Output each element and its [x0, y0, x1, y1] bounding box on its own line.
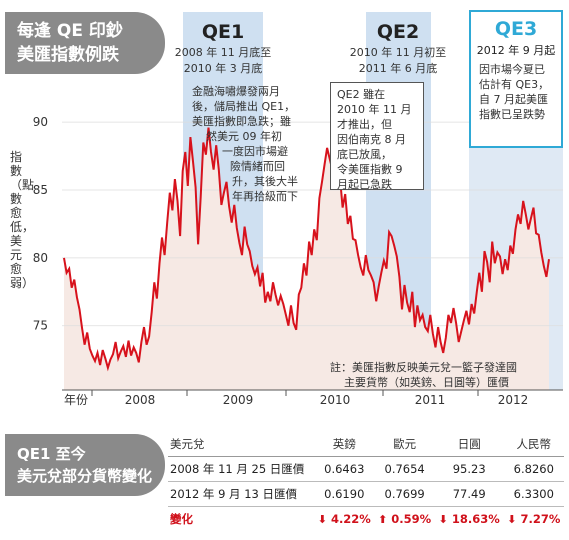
chart-title-line1: 每逢 QE 印鈔 — [17, 21, 123, 41]
table-cell: 6.3300 — [503, 481, 564, 507]
qe2-text-line: 才推出，但 — [337, 118, 392, 131]
chart-title-line2: 美匯指數例跌 — [17, 45, 119, 65]
qe2-text-line: 令美匯指數 9 — [337, 163, 403, 176]
table-cell: 95.23 — [434, 456, 504, 482]
x-tick-label: 2008 — [125, 393, 156, 407]
currency-table: 美元兌 英鎊 歐元 日圓 人民幣 2008 年 11 月 25 日匯價 0.64… — [168, 432, 564, 531]
change-arrow-icon: ⬇ — [507, 513, 517, 526]
qe3-heading: QE3 — [494, 18, 538, 40]
qe1-annotation: 金融海嘯爆發兩月 後，儲局推出 QE1， 美匯指數即急跌；雖 然美元 09 年初… — [192, 84, 298, 204]
change-label: 變化 — [170, 512, 193, 526]
y-tick-label: 80 — [33, 251, 48, 265]
qe2-date-1: 2010 年 11 月初至 — [350, 45, 446, 59]
table-title: QE1 至今 美元兌部分貨幣變化 — [5, 434, 165, 496]
table-header: 英鎊 — [314, 432, 375, 457]
change-cell: ⬇ 18.63% — [435, 507, 504, 532]
change-arrow-icon: ⬆ — [378, 513, 388, 526]
change-value: 4.22% — [330, 512, 371, 526]
chart-area: 75 80 85 90 2008 2009 2010 2011 2012 年份 QE1 200… — [33, 12, 563, 407]
x-axis-prefix: 年份 — [64, 393, 88, 407]
qe1-text-line: 金融海嘯爆發兩月 — [192, 85, 280, 98]
qe1-text-line: 美匯指數即急跌；雖 — [192, 115, 291, 128]
qe1-heading: QE1 — [202, 21, 244, 43]
change-cell: ⬇ 7.27% — [504, 507, 564, 532]
change-arrow-icon: ⬇ — [438, 513, 448, 526]
x-tick-label: 2010 — [320, 393, 351, 407]
qe3-text-line: 指數已呈跌勢 — [479, 108, 545, 121]
table-cell: 2008 年 11 月 25 日匯價 — [168, 456, 315, 482]
qe2-text-line: 2010 年 11 月 — [337, 103, 412, 116]
table-cell: 2012 年 9 月 13 日匯價 — [168, 481, 315, 507]
chart-note: 註：美匯指數反映美元兌一籃子發達國 主要貨幣（如英鎊、日圓等）匯價 — [330, 360, 517, 390]
y-tick-label: 75 — [33, 319, 48, 333]
qe3-text-line: 估計有 QE3， — [479, 78, 550, 91]
change-value: 7.27% — [520, 512, 561, 526]
qe2-date-2: 2011 年 6 月底 — [359, 61, 437, 75]
qe1-text-line: 一度因市場避 — [222, 145, 288, 158]
qe2-text-line: 底已放風， — [337, 148, 392, 161]
table-cell: 0.6190 — [314, 481, 375, 507]
table-cell: 77.49 — [434, 481, 504, 507]
table-header: 歐元 — [374, 432, 435, 457]
note-line1: 註：美匯指數反映美元兌一籃子發達國 — [330, 361, 517, 374]
table-header: 美元兌 — [168, 432, 315, 457]
table-cell: 0.7654 — [374, 456, 435, 482]
y-axis-ticks: 75 80 85 90 — [33, 115, 48, 333]
table-header: 人民幣 — [503, 432, 564, 457]
qe1-text-line: 險情緒而回 — [230, 160, 285, 173]
change-value: 0.59% — [391, 512, 432, 526]
table-cell: 6.8260 — [503, 456, 564, 482]
table-row: 2012 年 9 月 13 日匯價 0.6190 0.7699 77.49 6.… — [168, 481, 564, 507]
change-cell: ⬆ 0.59% — [374, 507, 434, 532]
table-header-row: 美元兌 英鎊 歐元 日圓 人民幣 — [168, 432, 564, 457]
table-header: 日圓 — [434, 432, 504, 457]
qe3-annotation: QE3 2012 年 9 月起 因市場今夏已 估計有 QE3， 自 7 月起美匯… — [469, 10, 563, 148]
x-tick-label: 2009 — [223, 393, 254, 407]
qe1-text-line: 然美元 09 年初 — [206, 130, 282, 143]
table-title-line2: 美元兌部分貨幣變化 — [17, 467, 153, 485]
change-arrow-icon: ⬇ — [317, 513, 327, 526]
qe3-date: 2012 年 9 月起 — [476, 44, 556, 57]
qe1-date-2: 2010 年 3 月底 — [184, 61, 262, 75]
table-title-line1: QE1 至今 — [17, 445, 86, 463]
qe1-text-line: 年再拾級而下 — [232, 190, 298, 203]
usd-index-line — [63, 127, 550, 372]
y-tick-label: 85 — [33, 183, 48, 197]
note-line2: 主要貨幣（如英鎊、日圓等）匯價 — [344, 376, 509, 389]
qe3-text-line: 因市場今夏已 — [479, 63, 545, 76]
qe1-text-line: 升，其後大半 — [232, 175, 298, 188]
qe1-text-line: 後，儲局推出 QE1， — [192, 100, 296, 113]
change-value: 18.63% — [451, 512, 500, 526]
x-tick-label: 2012 — [498, 393, 529, 407]
qe2-text-line: QE2 雖在 — [337, 88, 386, 101]
table-row: 2008 年 11 月 25 日匯價 0.6463 0.7654 95.23 6… — [168, 456, 564, 482]
table-change-row: 變化 ⬇ 4.22% ⬆ 0.59% ⬇ 18.63% ⬇ 7.27% — [168, 507, 564, 532]
qe3-text-line: 自 7 月起美匯 — [479, 93, 548, 106]
table-cell: 0.6463 — [314, 456, 375, 482]
y-tick-label: 90 — [33, 115, 48, 129]
y-axis-label: 指數（點數愈低，美元愈弱） — [10, 150, 35, 290]
qe2-text-line: 月起已急跌 — [337, 178, 392, 191]
chart-area-fill — [64, 127, 549, 390]
chart-title: 每逢 QE 印鈔 美匯指數例跌 — [5, 12, 165, 74]
qe1-date-1: 2008 年 11 月底至 — [175, 45, 271, 59]
qe2-text-line: 因伯南克 8 月 — [337, 133, 406, 146]
x-axis-labels: 2008 2009 2010 2011 2012 — [91, 390, 529, 407]
qe2-annotation: QE2 雖在 2010 年 11 月 才推出，但 因伯南克 8 月 底已放風， … — [330, 82, 424, 191]
table-cell: 0.7699 — [374, 481, 435, 507]
qe2-heading: QE2 — [377, 21, 419, 43]
x-tick-label: 2011 — [415, 393, 446, 407]
change-cell: ⬇ 4.22% — [314, 507, 374, 532]
